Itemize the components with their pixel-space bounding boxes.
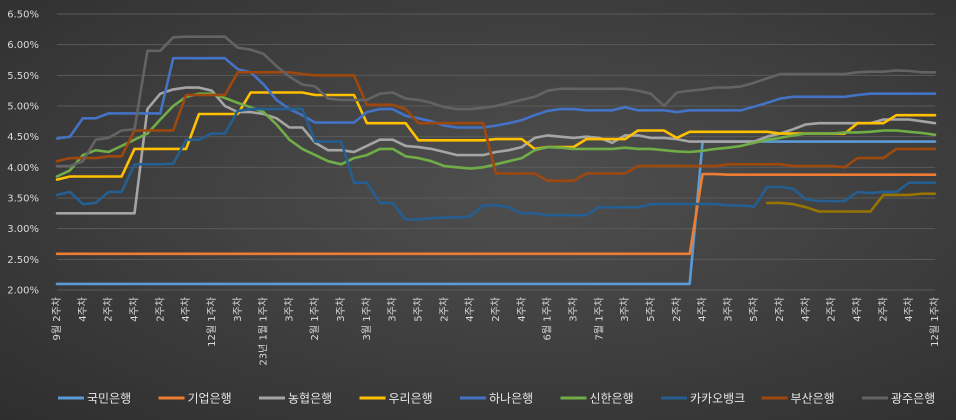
y-tick-label: 5.00% <box>7 102 39 113</box>
y-tick-label: 2.00% <box>7 286 39 297</box>
x-tick-label: 3주차 <box>335 297 347 322</box>
series-line-3 <box>55 91 937 181</box>
series-line-9 <box>765 192 937 213</box>
legend-label: 국민은행 <box>87 391 131 406</box>
x-tick-label: 3주차 <box>283 297 295 322</box>
series-lines <box>55 35 937 286</box>
x-tick-label: 2월 1주차 <box>309 297 321 341</box>
legend-item: 국민은행 <box>58 391 131 406</box>
series-line-4 <box>55 56 937 140</box>
x-tick-label: 2주차 <box>877 297 889 322</box>
x-tick-label: 5주차 <box>413 297 425 322</box>
x-tick-label: 2주차 <box>490 297 502 322</box>
x-tick-label: 23년 1월 1주차 <box>258 297 270 366</box>
x-tick-label: 7월 1주차 <box>593 297 605 341</box>
x-tick-label: 2주차 <box>154 297 166 322</box>
legend: 국민은행기업은행농협은행우리은행하나은행신한은행카카오뱅크부산은행광주은행토스뱅… <box>58 391 935 406</box>
legend-label: 농협은행 <box>288 391 332 406</box>
legend-label: 기업은행 <box>188 391 232 406</box>
legend-label: 하나은행 <box>489 391 533 406</box>
legend-item: 하나은행 <box>460 391 533 406</box>
legend-label: 광주은행 <box>891 391 935 406</box>
x-tick-label: 4주차 <box>903 297 915 322</box>
series-line-2 <box>55 86 937 215</box>
legend-item: 카카오뱅크 <box>661 392 745 406</box>
y-tick-label: 2.50% <box>7 255 39 266</box>
legend-item: 부산은행 <box>761 391 835 406</box>
series-line-0 <box>55 140 937 286</box>
legend-item: 우리은행 <box>359 391 433 406</box>
x-tick-label: 12월 1주차 <box>929 297 941 347</box>
x-tick-label: 5주차 <box>748 297 760 322</box>
x-tick-label: 4주차 <box>464 297 476 322</box>
x-tick-label: 2주차 <box>774 297 786 322</box>
x-tick-label: 2주차 <box>438 297 450 322</box>
x-tick-label: 4주차 <box>697 297 709 322</box>
x-tick-label: 4주차 <box>516 297 528 322</box>
x-tick-label: 5주차 <box>645 297 657 322</box>
legend-item: 농협은행 <box>259 391 332 406</box>
series-line-7 <box>55 71 937 183</box>
x-tick-label: 4주차 <box>128 297 140 322</box>
series-line-8 <box>55 35 937 168</box>
y-tick-label: 5.50% <box>7 71 39 82</box>
x-tick-label: 2주차 <box>826 297 838 322</box>
y-tick-label: 4.50% <box>7 132 39 143</box>
x-tick-label: 3주차 <box>387 297 399 322</box>
y-tick-label: 6.00% <box>7 40 39 51</box>
x-tick-label: 12월 1주차 <box>206 297 218 347</box>
x-tick-label: 3월 1주차 <box>361 297 373 341</box>
legend-label: 부산은행 <box>791 391 835 406</box>
y-tick-label: 4.00% <box>7 163 39 174</box>
x-tick-label: 2주차 <box>103 297 115 322</box>
x-axis: 9월 2주차 4주차 2주차 4주차 2주차 4주차 12월 1주차 3주차 23년 1월 1주… <box>51 297 941 366</box>
legend-label: 우리은행 <box>389 391 433 406</box>
x-tick-label: 4주차 <box>852 297 864 322</box>
y-tick-label: 3.50% <box>7 194 39 205</box>
x-tick-label: 4주차 <box>77 297 89 322</box>
y-axis: 2.00% 2.50% 3.00% 3.50% 4.00% 4.50% 5.00% 5.50%… <box>7 10 39 297</box>
x-tick-label: 3주차 <box>567 297 579 322</box>
y-tick-label: 3.00% <box>7 224 39 235</box>
legend-label: 신한은행 <box>590 391 634 406</box>
x-tick-label: 9월 2주차 <box>51 297 63 341</box>
x-tick-label: 3주차 <box>619 297 631 322</box>
x-tick-label: 6월 1주차 <box>542 297 554 341</box>
legend-item: 신한은행 <box>560 391 634 406</box>
legend-label: 카카오뱅크 <box>690 392 745 406</box>
x-tick-label: 4주차 <box>800 297 812 322</box>
series-line-6 <box>55 107 937 221</box>
x-tick-label: 2주차 <box>671 297 683 322</box>
x-tick-label: 3주차 <box>232 297 244 322</box>
x-tick-label: 4주차 <box>180 297 192 322</box>
y-tick-label: 6.50% <box>7 10 39 21</box>
x-tick-label: 3주차 <box>722 297 734 322</box>
legend-item: 광주은행 <box>862 391 935 406</box>
legend-item: 기업은행 <box>158 391 232 406</box>
series-line-1 <box>55 172 937 256</box>
